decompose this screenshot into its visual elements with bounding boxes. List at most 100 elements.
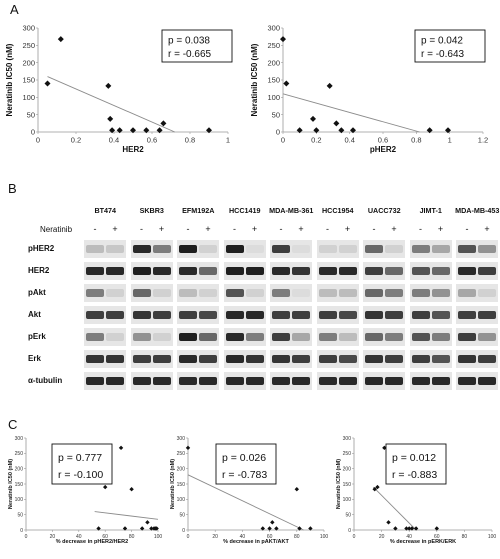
r-value-text: r = -0.883	[392, 469, 437, 481]
blot-band	[385, 311, 403, 319]
blot-strip	[130, 372, 173, 390]
y-tick-label: 250	[177, 451, 186, 457]
treated-marker: +	[158, 224, 165, 234]
blot-strip	[130, 350, 173, 368]
blot-strip	[223, 306, 266, 324]
x-axis-label: pHER2	[370, 145, 397, 154]
protein-label: pHER2	[28, 244, 55, 253]
blot-band	[318, 333, 337, 341]
y-tick-label: 150	[267, 76, 280, 85]
blot-band	[132, 333, 151, 341]
blot-strip	[177, 350, 219, 368]
blot-band	[152, 355, 171, 363]
p-value-text: p = 0.038	[168, 35, 210, 46]
cell-line-label: BT474	[94, 206, 117, 215]
blot-band	[478, 245, 496, 253]
y-tick-label: 250	[267, 41, 280, 50]
blot-band	[338, 245, 357, 253]
stats-box	[51, 443, 113, 485]
y-tick-label: 0	[276, 128, 280, 137]
blot-band	[86, 245, 104, 253]
treatment-label: Neratinib	[40, 225, 73, 234]
data-point	[294, 487, 299, 492]
protein-label: Erk	[28, 354, 41, 363]
blot-strip	[130, 284, 173, 302]
untreated-marker: -	[372, 224, 376, 234]
p-value-text: p = 0.012	[392, 452, 436, 464]
blot-strip	[177, 284, 219, 302]
p-value-text: p = 0.042	[421, 35, 463, 46]
blot-band	[225, 333, 244, 341]
blot-strip	[409, 284, 452, 302]
blot-strip	[270, 328, 312, 346]
trend-line	[94, 511, 159, 520]
y-tick-label: 150	[15, 482, 24, 488]
y-axis-label: Neratinib IC50 (nM)	[5, 43, 14, 116]
x-axis-label: % decrease in pERK/ERK	[390, 539, 456, 545]
y-axis-label: Neratinib IC50 (nM)	[8, 459, 14, 509]
blot-strip	[130, 240, 173, 258]
blot-strip	[130, 306, 173, 324]
scatter-chart-pher2: 0 50 100 150 200 250 300 0 0.2 0.4 0.6 0.8 1 1.2 pHER2…	[250, 24, 488, 154]
blot-band	[152, 245, 171, 253]
blot-band	[86, 289, 104, 297]
blot-band	[152, 289, 171, 297]
blot-band	[431, 355, 450, 363]
y-tick-label: 150	[177, 482, 186, 488]
blot-band	[152, 311, 171, 319]
blot-strip	[316, 240, 359, 258]
cell-line-label: JIMT-1	[419, 206, 442, 215]
treated-marker: +	[391, 224, 397, 234]
cell-line-label: MDA-MB-453	[455, 206, 500, 215]
y-tick-label: 100	[22, 93, 35, 102]
blot-band	[292, 289, 310, 297]
stats-box	[414, 29, 486, 63]
x-tick-label: 80	[294, 534, 300, 540]
y-tick-label: 50	[179, 512, 185, 518]
blot-strip	[456, 350, 498, 368]
blot-band	[86, 267, 104, 275]
blot-band	[385, 289, 403, 297]
data-point	[393, 526, 398, 531]
blot-band	[365, 355, 383, 363]
trend-line	[187, 474, 304, 531]
blot-band	[106, 311, 124, 319]
x-tick-label: 60	[102, 534, 108, 540]
blot-band	[385, 377, 403, 385]
blot-strip	[316, 284, 359, 302]
protein-label: α-tubulin	[28, 376, 63, 385]
data-point	[434, 526, 439, 531]
data-point	[409, 526, 415, 531]
data-point	[139, 526, 145, 531]
blot-band	[199, 311, 217, 319]
blot-band	[106, 245, 124, 253]
blot-band	[86, 377, 104, 385]
blot-strip	[223, 350, 266, 368]
blot-strip	[270, 240, 312, 258]
blot-band	[318, 377, 337, 385]
p-value-text: p = 0.026	[222, 452, 266, 464]
blot-band	[338, 333, 357, 341]
blot-band	[318, 289, 337, 297]
western-blot-panel: BT474 SKBR3 EFM192A HCC1419 MDA-MB-361 HCC195…	[0, 198, 500, 398]
blot-band	[458, 377, 476, 385]
blot-band	[338, 311, 357, 319]
blot-band	[106, 289, 124, 297]
stats-box	[385, 443, 447, 485]
x-tick-label: 0.8	[185, 136, 195, 145]
data-point	[185, 445, 191, 451]
blot-strip	[223, 372, 266, 390]
blot-band	[152, 267, 171, 275]
r-value-text: r = -0.643	[421, 49, 465, 60]
blot-band	[245, 267, 264, 275]
x-tick-label: 0	[187, 534, 190, 540]
blot-strip	[316, 306, 359, 324]
untreated-marker: -	[186, 224, 190, 234]
scatter-chart-her2: 0 50 100 150 200 250 300 0 0.2 0.4 0.6 0.8 1 HER2 Nera…	[5, 24, 233, 154]
blot-strip	[456, 328, 498, 346]
blot-band	[292, 355, 310, 363]
blot-strip	[84, 262, 126, 280]
data-point	[375, 484, 380, 490]
panel-label-a: A	[10, 2, 19, 17]
treated-marker: +	[344, 224, 351, 234]
